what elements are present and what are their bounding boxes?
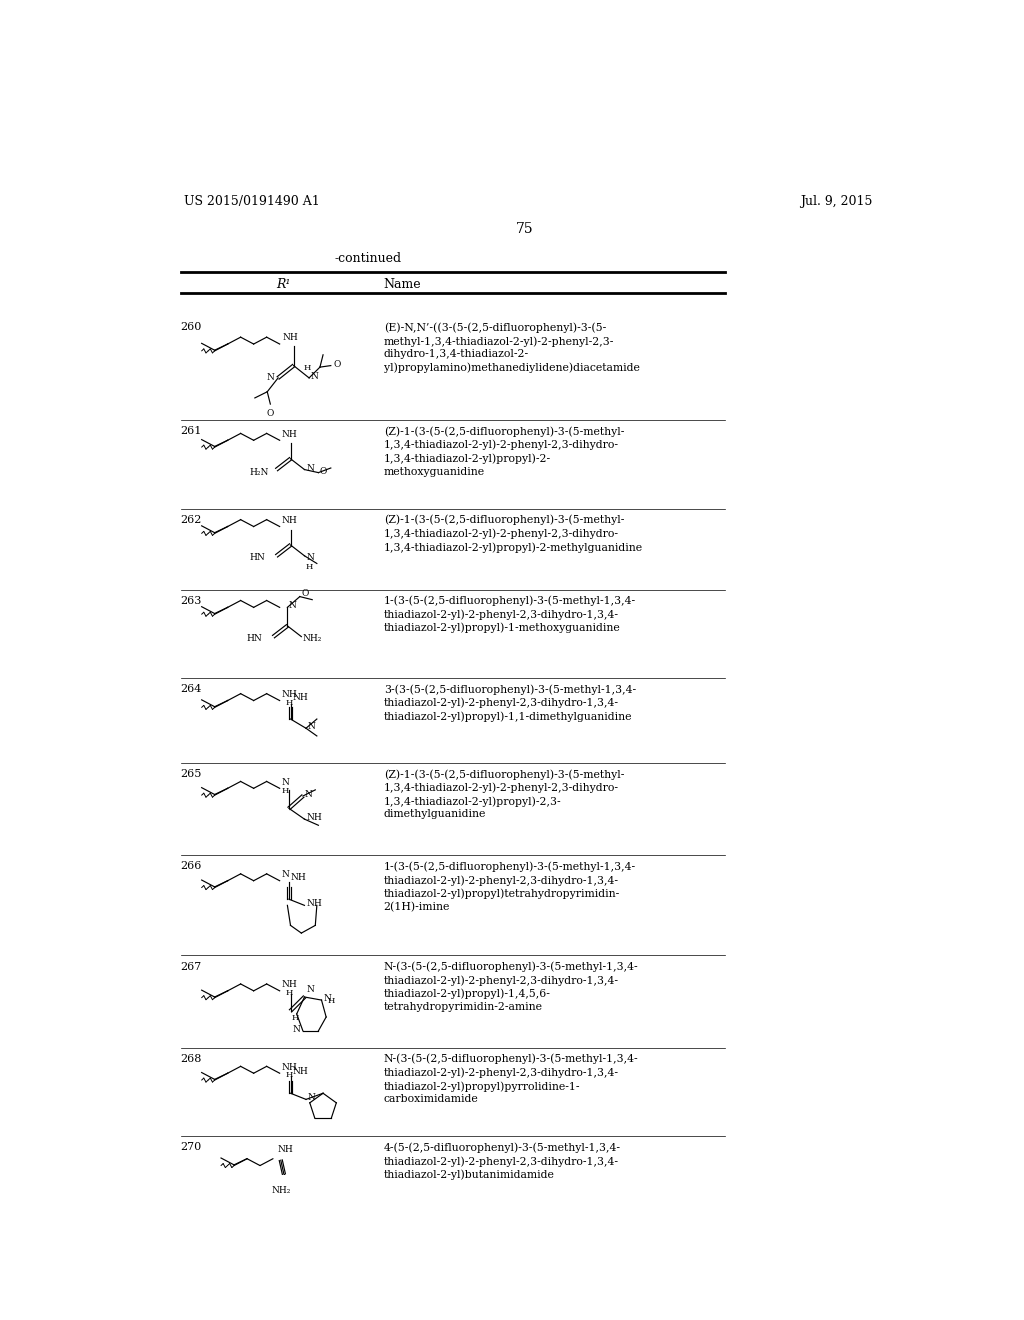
Text: H: H <box>286 1072 293 1080</box>
Text: H: H <box>286 989 293 997</box>
Text: N: N <box>306 463 314 473</box>
Text: O: O <box>301 589 308 598</box>
Text: O: O <box>334 359 341 368</box>
Text: 265: 265 <box>180 770 202 779</box>
Text: N: N <box>282 777 290 787</box>
Text: 4-(5-(2,5-difluorophenyl)-3-(5-methyl-1,3,4-
thiadiazol-2-yl)-2-phenyl-2,3-dihyd: 4-(5-(2,5-difluorophenyl)-3-(5-methyl-1,… <box>384 1143 621 1180</box>
Text: 260: 260 <box>180 322 202 333</box>
Text: N: N <box>289 602 297 610</box>
Text: H: H <box>304 364 311 372</box>
Text: H: H <box>291 1014 299 1022</box>
Text: 75: 75 <box>516 222 534 235</box>
Text: NH: NH <box>306 813 322 822</box>
Text: -continued: -continued <box>335 252 401 265</box>
Text: O: O <box>266 409 274 417</box>
Text: 262: 262 <box>180 515 202 525</box>
Text: H: H <box>286 698 293 706</box>
Text: N: N <box>292 1024 300 1034</box>
Text: Jul. 9, 2015: Jul. 9, 2015 <box>800 195 872 209</box>
Text: 1-(3-(5-(2,5-difluorophenyl)-3-(5-methyl-1,3,4-
thiadiazol-2-yl)-2-phenyl-2,3-di: 1-(3-(5-(2,5-difluorophenyl)-3-(5-methyl… <box>384 862 636 912</box>
Text: 266: 266 <box>180 862 202 871</box>
Text: R¹: R¹ <box>275 277 290 290</box>
Text: 264: 264 <box>180 684 202 694</box>
Text: N-(3-(5-(2,5-difluorophenyl)-3-(5-methyl-1,3,4-
thiadiazol-2-yl)-2-phenyl-2,3-di: N-(3-(5-(2,5-difluorophenyl)-3-(5-methyl… <box>384 961 638 1012</box>
Text: NH: NH <box>278 1144 294 1154</box>
Text: (E)-N,N’-((3-(5-(2,5-difluorophenyl)-3-(5-
methyl-1,3,4-thiadiazol-2-yl)-2-pheny: (E)-N,N’-((3-(5-(2,5-difluorophenyl)-3-(… <box>384 322 640 372</box>
Text: NH: NH <box>291 874 306 882</box>
Text: O: O <box>319 466 328 475</box>
Text: 261: 261 <box>180 426 202 437</box>
Text: NH₂: NH₂ <box>303 634 323 643</box>
Text: 1-(3-(5-(2,5-difluorophenyl)-3-(5-methyl-1,3,4-
thiadiazol-2-yl)-2-phenyl-2,3-di: 1-(3-(5-(2,5-difluorophenyl)-3-(5-methyl… <box>384 595 636 634</box>
Text: 270: 270 <box>180 1143 202 1152</box>
Text: Name: Name <box>384 277 421 290</box>
Text: N: N <box>307 722 315 731</box>
Text: 267: 267 <box>180 961 202 972</box>
Text: NH: NH <box>282 1063 298 1072</box>
Text: N: N <box>304 789 312 799</box>
Text: NH: NH <box>282 981 298 989</box>
Text: N: N <box>310 372 318 381</box>
Text: N-(3-(5-(2,5-difluorophenyl)-3-(5-methyl-1,3,4-
thiadiazol-2-yl)-2-phenyl-2,3-di: N-(3-(5-(2,5-difluorophenyl)-3-(5-methyl… <box>384 1053 638 1105</box>
Text: H₂N: H₂N <box>250 469 269 477</box>
Text: 263: 263 <box>180 595 202 606</box>
Text: H: H <box>282 787 290 795</box>
Text: HN: HN <box>250 553 265 562</box>
Text: US 2015/0191490 A1: US 2015/0191490 A1 <box>183 195 319 209</box>
Text: NH: NH <box>282 430 298 438</box>
Text: N: N <box>266 374 274 383</box>
Text: N: N <box>306 553 314 562</box>
Text: NH: NH <box>282 516 298 525</box>
Text: NH: NH <box>283 334 299 342</box>
Text: H: H <box>328 997 335 1005</box>
Text: (Z)-1-(3-(5-(2,5-difluorophenyl)-3-(5-methyl-
1,3,4-thiadiazol-2-yl)-2-phenyl-2,: (Z)-1-(3-(5-(2,5-difluorophenyl)-3-(5-me… <box>384 515 643 553</box>
Text: 3-(3-(5-(2,5-difluorophenyl)-3-(5-methyl-1,3,4-
thiadiazol-2-yl)-2-phenyl-2,3-di: 3-(3-(5-(2,5-difluorophenyl)-3-(5-methyl… <box>384 684 636 722</box>
Text: N: N <box>307 1093 315 1102</box>
Text: NH: NH <box>292 1068 308 1076</box>
Text: (Z)-1-(3-(5-(2,5-difluorophenyl)-3-(5-methyl-
1,3,4-thiadiazol-2-yl)-2-phenyl-2,: (Z)-1-(3-(5-(2,5-difluorophenyl)-3-(5-me… <box>384 426 624 477</box>
Text: N: N <box>306 985 314 994</box>
Text: NH: NH <box>282 690 298 700</box>
Text: N: N <box>282 870 290 879</box>
Text: NH: NH <box>306 899 322 908</box>
Text: N: N <box>323 994 331 1003</box>
Text: NH: NH <box>292 693 308 702</box>
Text: 268: 268 <box>180 1053 202 1064</box>
Text: (Z)-1-(3-(5-(2,5-difluorophenyl)-3-(5-methyl-
1,3,4-thiadiazol-2-yl)-2-phenyl-2,: (Z)-1-(3-(5-(2,5-difluorophenyl)-3-(5-me… <box>384 770 624 820</box>
Text: NH₂: NH₂ <box>271 1187 291 1196</box>
Text: HN: HN <box>247 634 262 643</box>
Text: H: H <box>306 562 313 570</box>
